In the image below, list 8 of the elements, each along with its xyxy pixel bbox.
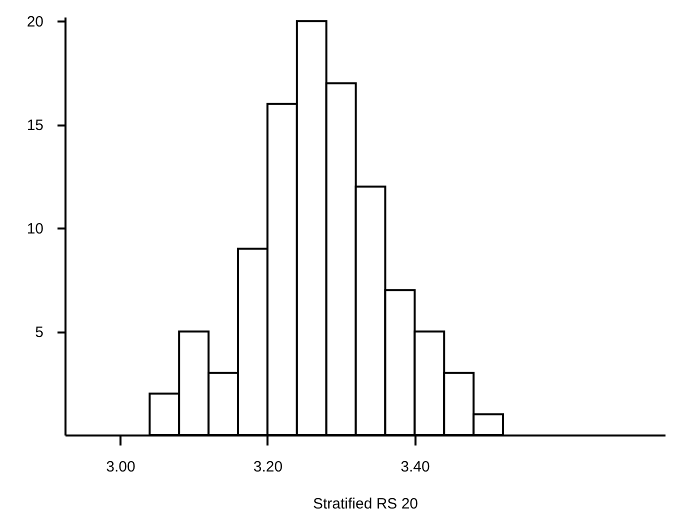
x-axis-title: Stratified RS 20 (312, 496, 418, 512)
y-tick-label: 10 (26, 220, 44, 238)
x-tick-label: 3.40 (400, 458, 430, 476)
y-tick-label: 15 (26, 117, 44, 134)
y-tick-label: 5 (35, 324, 44, 342)
y-tick-label: 20 (26, 14, 44, 31)
x-tick-label: 3.00 (106, 458, 136, 476)
x-tick-label: 3.20 (253, 458, 283, 476)
